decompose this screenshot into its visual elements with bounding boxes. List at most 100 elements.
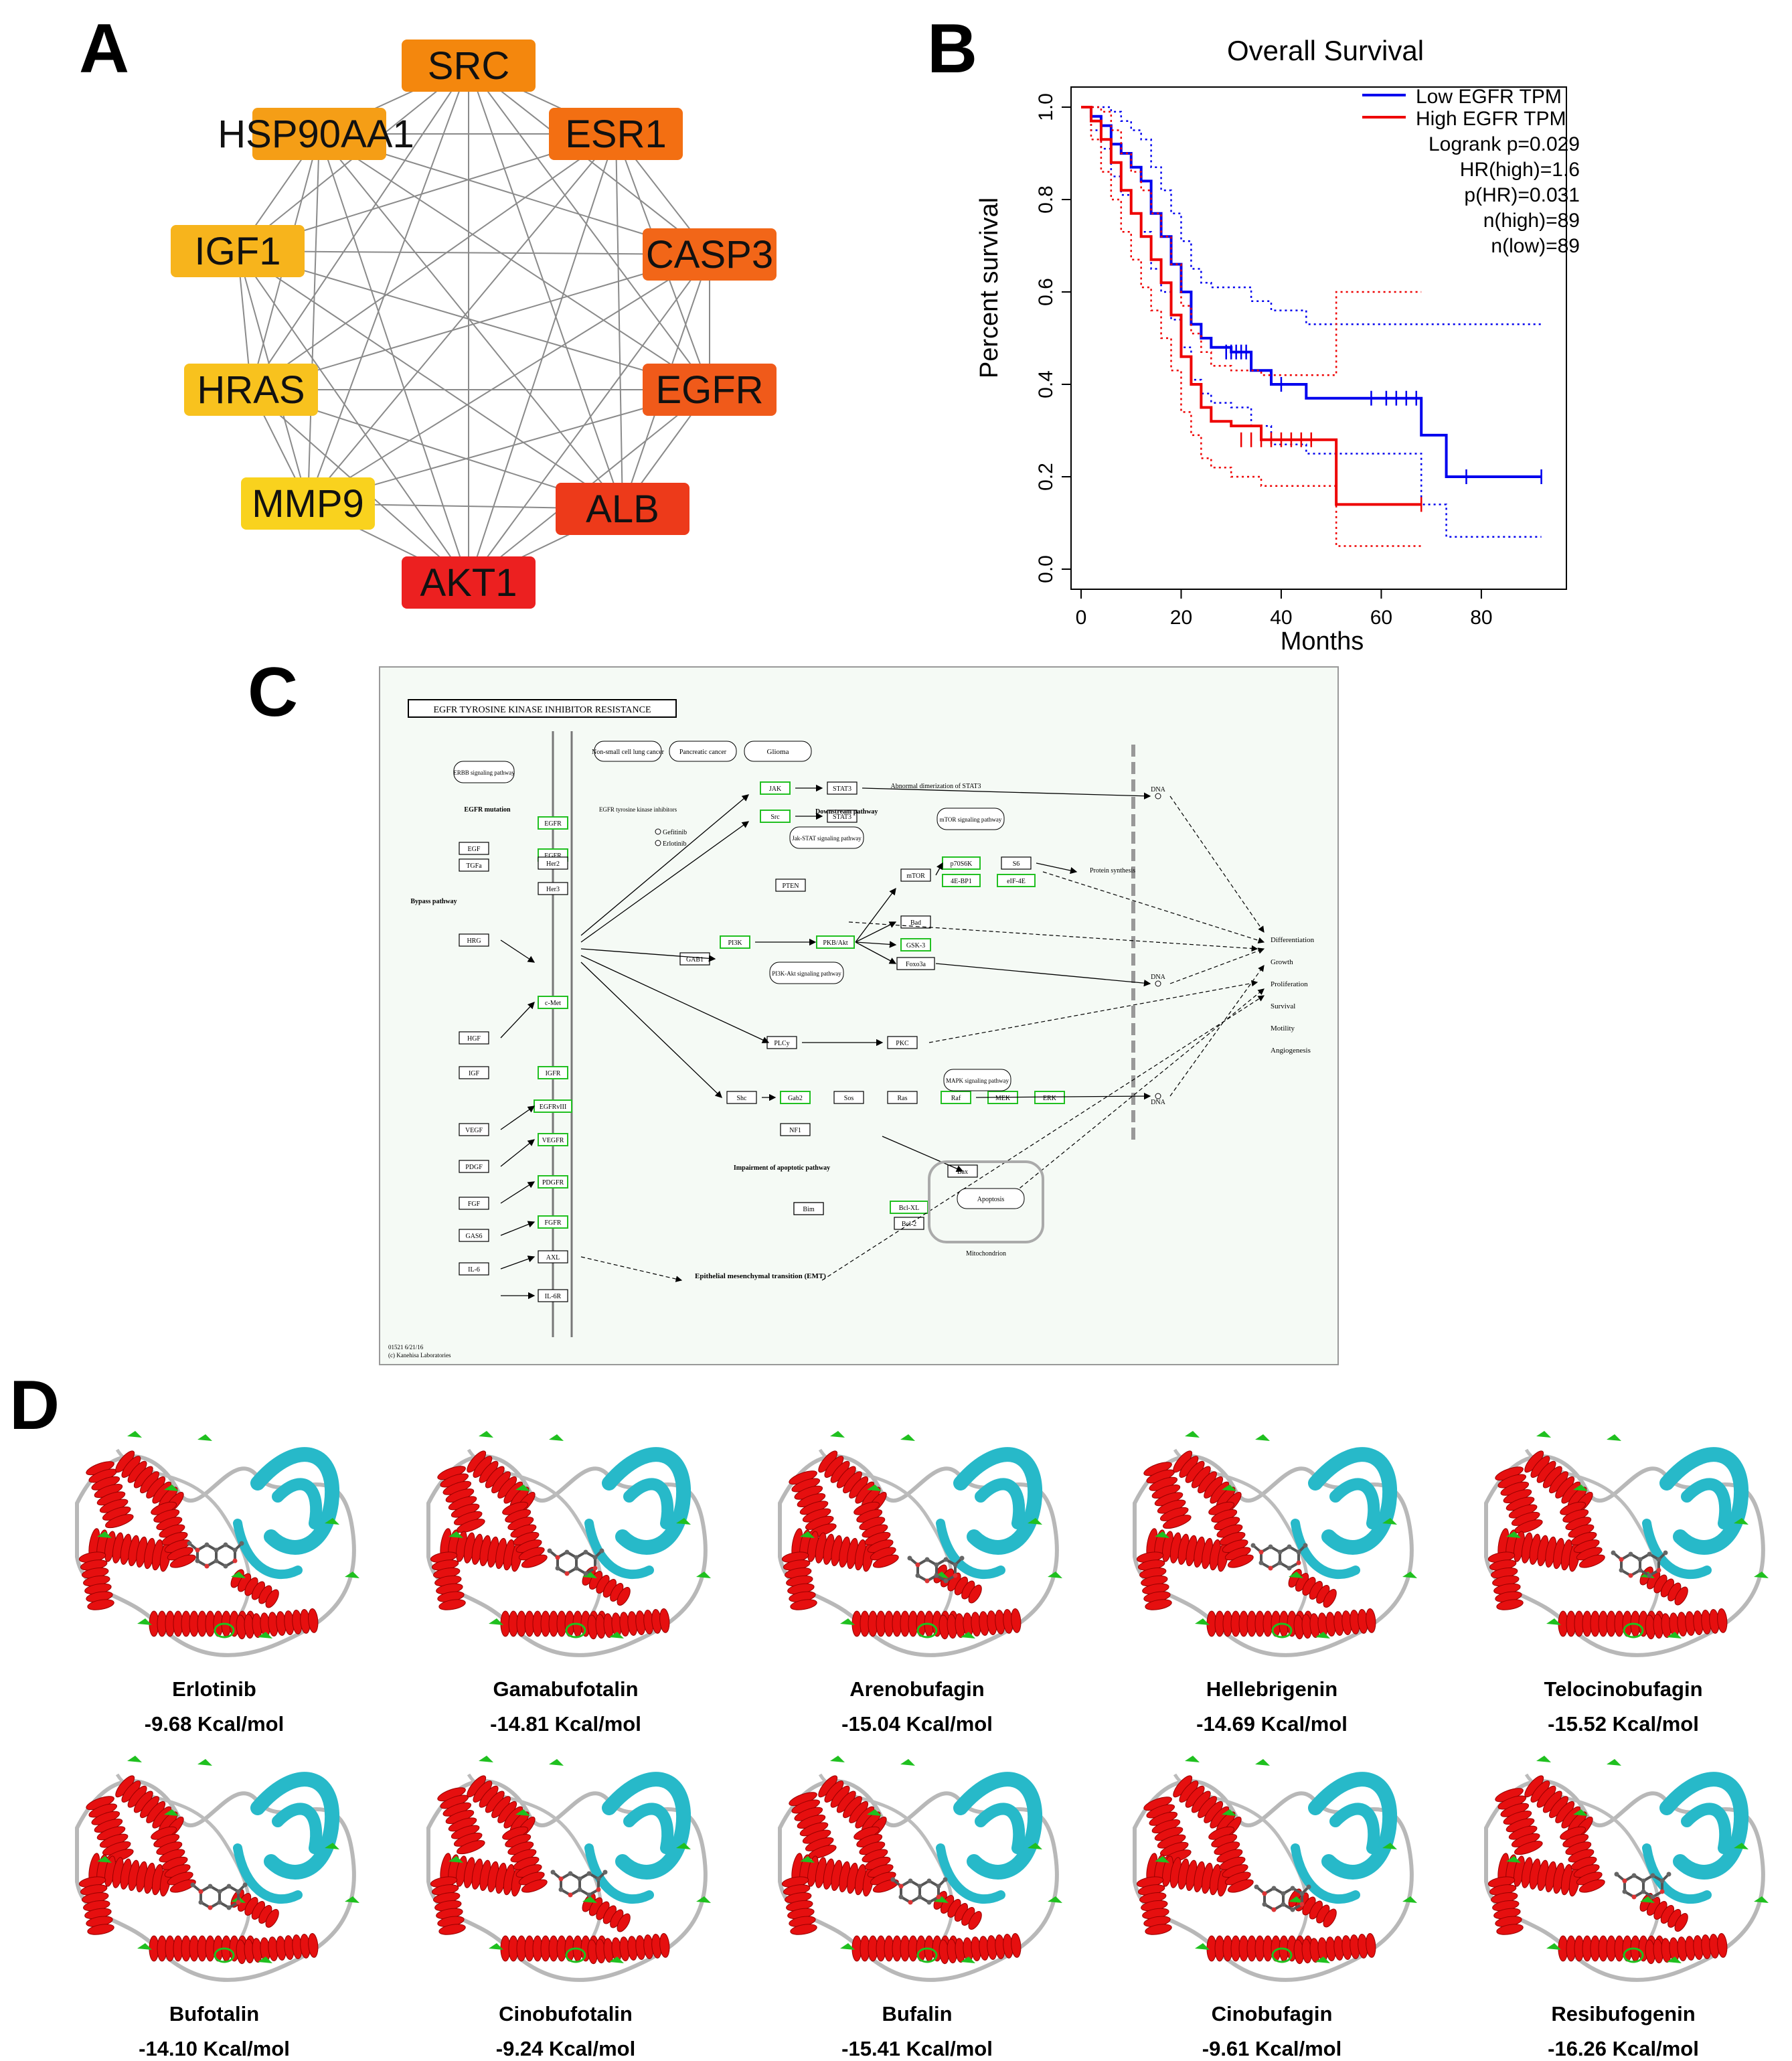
docking-pose — [778, 1431, 1062, 1657]
gene-box — [1034, 1091, 1065, 1104]
network-node-igf1 — [171, 225, 305, 277]
gene-box — [894, 1217, 924, 1230]
network-node-egfr — [643, 364, 777, 416]
dna-label: DNA — [1151, 1099, 1165, 1106]
cancer-label: Glioma — [767, 748, 789, 756]
pathway-box — [769, 962, 844, 984]
gene-label: PTEN — [783, 883, 799, 890]
gene-label: PKC — [896, 1040, 909, 1047]
cancer-label: Non-small cell lung cancer — [592, 749, 665, 756]
gene-label: PDGF — [465, 1164, 483, 1171]
gene-label: PDGFR — [542, 1179, 564, 1187]
network-edge — [237, 250, 623, 510]
outcome-list: Differentiation Growth Proliferation Surviv… — [1271, 936, 1315, 1055]
pathway-arrow — [500, 1181, 536, 1204]
pathway-arrow — [500, 1139, 536, 1167]
gene-box — [896, 957, 935, 970]
pathway-arrow — [882, 1136, 964, 1172]
gene-label: EGF — [468, 846, 481, 853]
docking-pose — [426, 1431, 711, 1657]
gene-label: Bad — [910, 919, 921, 927]
pathway-dashed-arrow — [1169, 947, 1265, 984]
network-node-label: ESR1 — [565, 112, 667, 156]
network-node-label: CASP3 — [646, 233, 773, 277]
network-node-label: MMP9 — [252, 482, 364, 526]
gene-box — [780, 1091, 811, 1104]
gene-box — [538, 1133, 568, 1146]
impairment-label: Impairment of apoptotic pathway — [734, 1164, 830, 1172]
ligand-icon — [187, 1541, 244, 1569]
kegg-pathway-map: EGFR TYROSINE KINASE INHIBITOR RESISTANC… — [379, 666, 1339, 1365]
ligand-icon — [1250, 1543, 1308, 1571]
ligand-icon — [1254, 1884, 1311, 1912]
gene-label: STAT3 — [833, 814, 851, 821]
docking-pose — [1484, 1431, 1769, 1657]
docking-pose — [1133, 1756, 1417, 1982]
ligand-icon — [547, 1548, 604, 1576]
binding-energy: -15.04 Kcal/mol — [841, 1712, 993, 1736]
survival-chart: Overall Survival 0 20 40 60 80 0.0 0.2 0.4 0.6 0.… — [975, 35, 1580, 656]
pathway-arrow — [580, 794, 749, 936]
docking-pose — [1133, 1431, 1417, 1657]
network-edge — [237, 250, 710, 390]
pathway-arrow — [855, 921, 897, 943]
gene-label: IGF — [469, 1070, 480, 1077]
binding-energy: -9.61 Kcal/mol — [1202, 2037, 1342, 2060]
compound-name: Telocinobufagin — [1544, 1677, 1703, 1701]
gene-label: IGFR — [546, 1070, 561, 1077]
network-edge — [319, 133, 623, 510]
kegg-title-box — [408, 699, 677, 718]
pathway-arrow — [580, 955, 770, 1043]
y-tick-label: 0.0 — [1035, 555, 1057, 583]
network-node-hsp90aa1 — [252, 108, 386, 160]
erlotinib-label: Erlotinib — [663, 840, 687, 848]
binding-energy: -14.10 Kcal/mol — [139, 2037, 290, 2060]
network-edge — [307, 133, 617, 504]
gene-box — [793, 1202, 824, 1215]
y-tick-label: 0.6 — [1035, 278, 1057, 306]
network-edge — [307, 133, 320, 504]
legend-label-high: High EGFR TPM — [1416, 108, 1566, 130]
gene-label: Shc — [737, 1095, 748, 1102]
gene-box — [760, 781, 791, 795]
pathway-arrow — [1036, 862, 1078, 874]
panel-label-c: C — [248, 654, 299, 731]
gene-box — [459, 1066, 489, 1079]
outcome-label: Differentiation — [1271, 936, 1315, 944]
gene-box — [459, 858, 489, 872]
network-edge — [615, 133, 623, 510]
pathway-dashed-arrow — [580, 1256, 683, 1282]
binding-energy: -9.24 Kcal/mol — [495, 2037, 636, 2060]
gene-box — [1001, 856, 1032, 870]
network-edge — [250, 133, 617, 390]
mitochondrion-label: Mitochondrion — [966, 1250, 1006, 1257]
annotation-phr: p(HR)=0.031 — [1464, 184, 1580, 206]
binding-energy: -14.81 Kcal/mol — [490, 1712, 641, 1736]
annotation-hr: HR(high)=1.6 — [1460, 159, 1580, 181]
gene-label: EGFR — [544, 852, 562, 860]
x-tick-label: 20 — [1170, 607, 1192, 629]
annotation-nlow: n(low)=89 — [1491, 235, 1580, 257]
pathway-label: PI3K-Akt signaling pathway — [772, 970, 841, 977]
gene-box — [538, 996, 568, 1009]
cancer-label: Pancreatic cancer — [679, 749, 727, 756]
gene-label: Gab2 — [788, 1095, 803, 1102]
x-tick-label: 80 — [1470, 607, 1492, 629]
binding-energy: -15.52 Kcal/mol — [1548, 1712, 1699, 1736]
kegg-footer: 01521 6/21/16 — [388, 1344, 424, 1351]
y-tick-label: 0.8 — [1035, 185, 1057, 214]
gene-label: Bim — [803, 1206, 814, 1213]
panel-label-d: D — [9, 1367, 60, 1444]
network-edge — [468, 65, 710, 390]
gene-label: Sos — [844, 1095, 854, 1102]
kegg-footer: (c) Kanehisa Laboratories — [388, 1352, 451, 1359]
gene-label: p70S6K — [951, 860, 973, 868]
chart-title: Overall Survival — [1227, 35, 1424, 66]
pathway-dashed-arrow — [1009, 988, 1265, 1197]
pathway-arrow — [580, 948, 716, 962]
gene-label: PLCy — [774, 1040, 789, 1047]
ci-upper-0 — [1081, 106, 1542, 325]
gene-box — [459, 1123, 489, 1136]
network-edge — [468, 254, 710, 583]
network-node-hras — [184, 364, 318, 416]
